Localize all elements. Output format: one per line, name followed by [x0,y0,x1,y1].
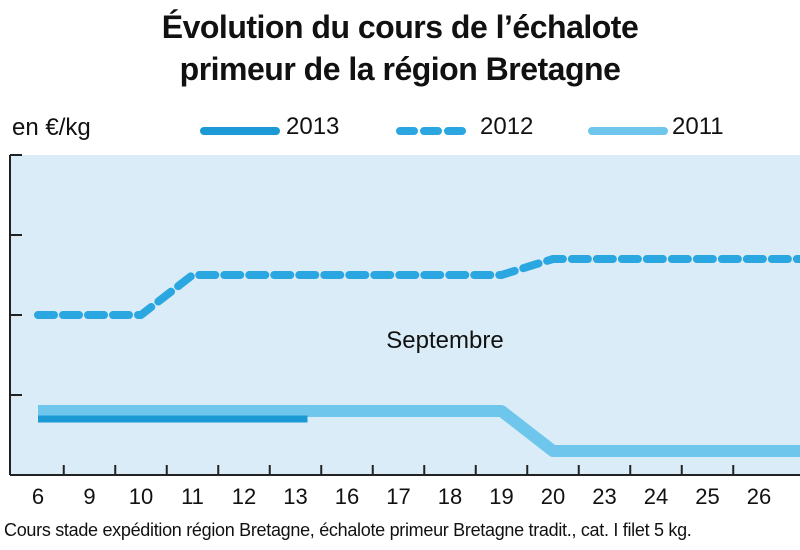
chart-title-line1: Évolution du cours de l’échalote [161,9,639,45]
legend-label-2012: 2012 [480,113,534,140]
x-tick-label: 19 [489,484,513,509]
x-tick-label: 12 [232,484,256,509]
x-tick-label: 16 [335,484,359,509]
chart-plot: 6 9 10 11 12 13 16 17 18 19 20 23 24 25 26 Septembre [9,154,800,509]
legend-swatch-2013 [200,127,280,135]
x-tick-label: 13 [283,484,307,509]
legend-swatch-2012 [396,127,476,135]
x-tick-label: 6 [32,484,44,509]
chart-title: Évolution du cours de l’échalote primeur… [0,6,800,90]
legend-label-2011: 2011 [672,113,724,140]
y-axis-unit-label: en €/kg [12,114,91,141]
x-tick-label: 25 [695,484,719,509]
x-tick-label: 10 [129,484,153,509]
legend-label-2013: 2013 [286,113,340,140]
chart-caption: Cours stade expédition région Bretagne, … [4,520,692,540]
x-tick-label: 26 [747,484,771,509]
x-tick-label: 17 [386,484,410,509]
annotation-septembre: Septembre [386,327,503,354]
x-tick-label: 24 [644,484,668,509]
legend-swatch-2011 [588,127,668,135]
x-tick-label: 23 [592,484,616,509]
x-tick-label: 18 [438,484,462,509]
chart-title-line2: primeur de la région Bretagne [179,51,621,87]
series-line-2012 [34,255,800,319]
x-tick-label: 11 [181,484,204,509]
x-tick-label: 9 [83,484,95,509]
x-tick-label: 20 [541,484,565,509]
series-line-2011 [38,405,800,457]
